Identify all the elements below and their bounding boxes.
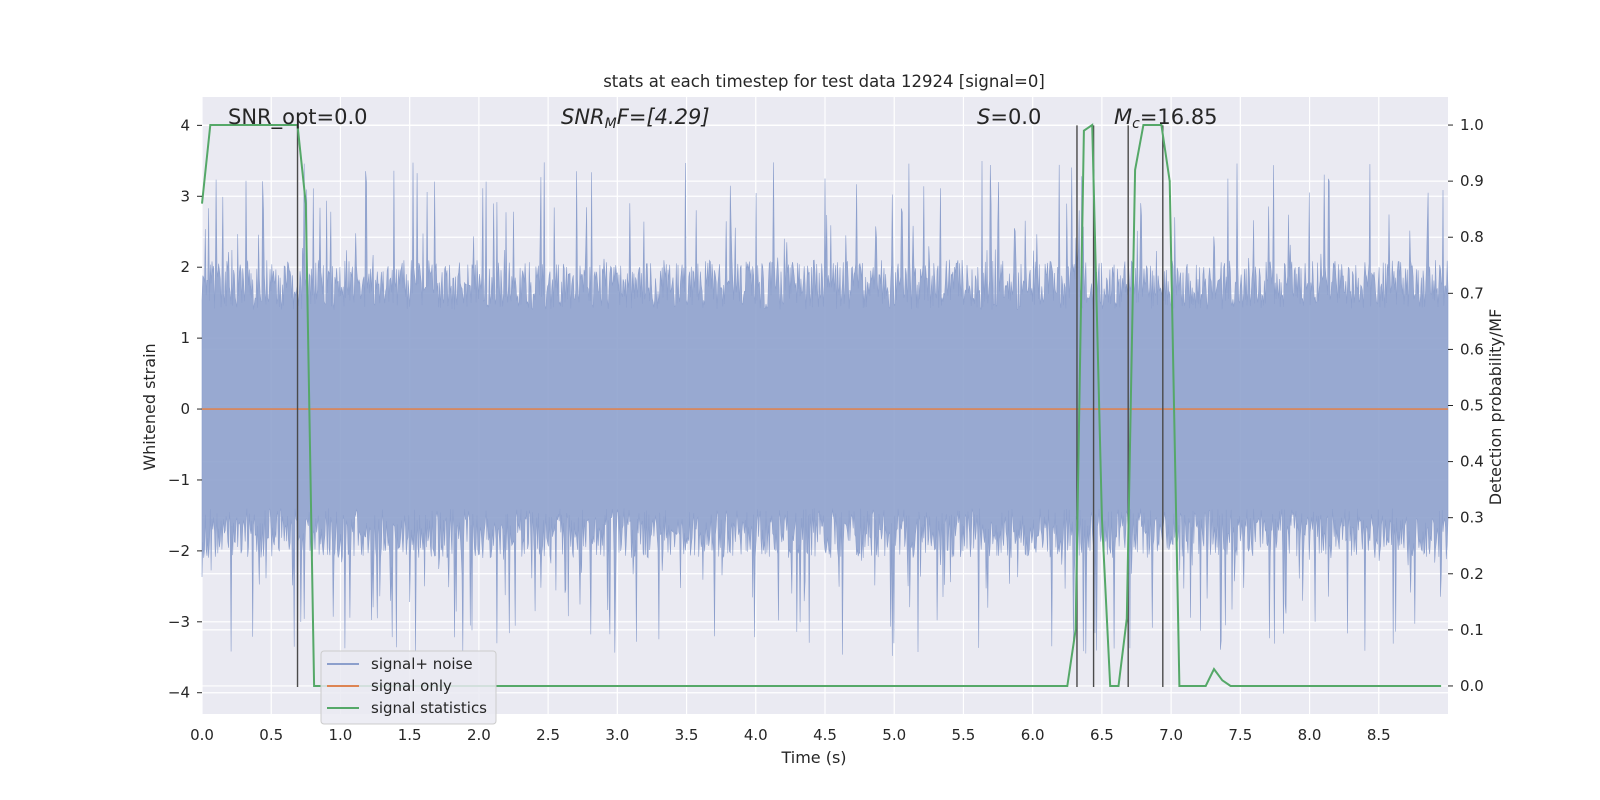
annotation-s-main: S xyxy=(977,105,990,129)
x-tick-label: 3.0 xyxy=(605,726,629,744)
y-tick-label: −3 xyxy=(168,613,190,631)
y2-tick-label: 0.3 xyxy=(1460,509,1484,527)
y2-tick-label: 0.5 xyxy=(1460,397,1484,415)
y2-tick-label: 0.9 xyxy=(1460,172,1484,190)
x-tick-label: 8.0 xyxy=(1298,726,1322,744)
legend-label-signal-only: signal only xyxy=(371,677,452,695)
legend-box xyxy=(320,650,497,725)
legend: signal+ noise signal only signal statist… xyxy=(320,650,497,725)
y-tick-label: 4 xyxy=(180,116,190,134)
x-tick-label: 4.5 xyxy=(813,726,837,744)
y-tick-label: −4 xyxy=(168,684,190,702)
y2-tick-label: 0.0 xyxy=(1460,677,1484,695)
annotation-mc-sub: c xyxy=(1132,116,1140,132)
annotation-snr-mf-main: SNR xyxy=(561,105,605,129)
x-tick-label: 6.5 xyxy=(1090,726,1114,744)
x-tick-label: 4.0 xyxy=(744,726,768,744)
annotation-snr-mf-sub: M xyxy=(605,116,617,132)
y-tick-label: 2 xyxy=(180,258,190,276)
x-tick-label: 3.5 xyxy=(675,726,699,744)
annotation-mc-main: M xyxy=(1114,105,1132,129)
y2-tick-label: 0.8 xyxy=(1460,228,1484,246)
legend-label-signal-statistics: signal statistics xyxy=(371,699,487,717)
annotation-snr-opt: SNR_opt=0.0 xyxy=(228,105,368,130)
x-axis-label: Time (s) xyxy=(780,748,846,767)
y-tick-label: −2 xyxy=(168,542,190,560)
x-tick-label: 1.5 xyxy=(398,726,422,744)
x-tick-label: 2.0 xyxy=(467,726,491,744)
y-tick-label: −1 xyxy=(168,471,190,489)
x-tick-label: 5.5 xyxy=(952,726,976,744)
y-tick-label: 1 xyxy=(180,329,190,347)
x-tick-label: 2.5 xyxy=(536,726,560,744)
signal-statistics-line xyxy=(201,123,1442,687)
y2-tick-label: 0.7 xyxy=(1460,284,1484,302)
axes: 0.0 0.5 1.0 1.5 2.0 2.5 3.0 3.5 4.0 4.5 5.0 5.5 6.0 6… xyxy=(168,116,1484,744)
chart-title: stats at each timestep for test data 129… xyxy=(603,72,1045,91)
x-tick-label: 6.0 xyxy=(1021,726,1045,744)
annotation-s: S=0.0 xyxy=(977,105,1041,129)
x-tick-label: 0.0 xyxy=(190,726,214,744)
annotation-mc: Mc=16.85 xyxy=(1114,105,1218,132)
y2-tick-label: 0.6 xyxy=(1460,340,1484,358)
y-tick-label: 0 xyxy=(180,400,190,418)
x-tick-label: 8.5 xyxy=(1367,726,1391,744)
y2-tick-label: 0.2 xyxy=(1460,565,1484,583)
annotation-s-rest: =0.0 xyxy=(990,105,1041,129)
y-tick-label: 3 xyxy=(180,187,190,205)
legend-label-signal-noise: signal+ noise xyxy=(371,655,473,673)
x-tick-label: 7.5 xyxy=(1228,726,1252,744)
y2-tick-label: 0.4 xyxy=(1460,453,1484,471)
x-tick-label: 5.0 xyxy=(882,726,906,744)
annotation-snr-mf-rest: F=[4.29] xyxy=(617,105,710,129)
series-signal-statistics xyxy=(201,123,1442,687)
y2-axis-label: Detection probability/MF xyxy=(1486,309,1505,506)
annotation-mc-rest: =16.85 xyxy=(1140,105,1218,129)
x-tick-label: 1.0 xyxy=(329,726,353,744)
y2-tick-label: 1.0 xyxy=(1460,116,1484,134)
y2-tick-label: 0.1 xyxy=(1460,621,1484,639)
annotation-snr-mf: SNRMF=[4.29] xyxy=(561,105,710,132)
x-tick-label: 7.0 xyxy=(1159,726,1183,744)
x-tick-label: 0.5 xyxy=(259,726,283,744)
y-axis-label: Whitened strain xyxy=(140,343,159,470)
